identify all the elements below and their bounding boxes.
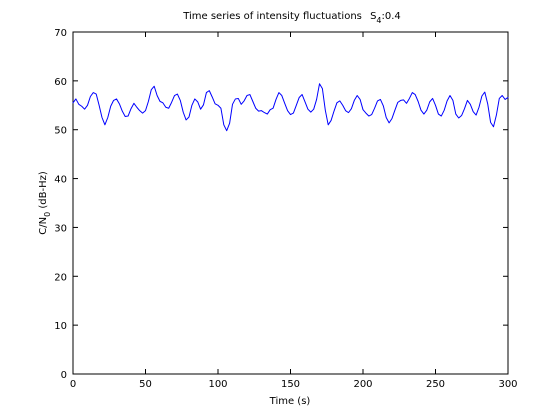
y-tick-label: 60 xyxy=(54,77,67,88)
y-tick-label: 50 xyxy=(54,126,67,137)
x-tick-label: 250 xyxy=(426,379,445,390)
plot-frame xyxy=(72,31,509,375)
x-tick-label: 100 xyxy=(208,379,227,390)
axes-layer xyxy=(72,31,509,375)
x-tick-label: 150 xyxy=(281,379,300,390)
x-tick-label: 200 xyxy=(353,379,372,390)
y-tick-label: 40 xyxy=(54,175,67,186)
y-tick-label: 10 xyxy=(54,321,67,332)
y-tick-label: 30 xyxy=(54,223,67,234)
y-tick-label: 70 xyxy=(54,28,67,39)
y-tick-label: 0 xyxy=(61,370,67,381)
x-axis-label: Time (s) xyxy=(269,396,311,407)
y-axis-label: C/N0 (dB-Hz) xyxy=(38,171,52,235)
series-layer xyxy=(72,83,509,132)
chart-title: Time series of intensity fluctuations S4… xyxy=(182,11,401,25)
series-line-0 xyxy=(72,83,509,132)
svg-text:C/N0 (dB-Hz): C/N0 (dB-Hz) xyxy=(38,171,52,235)
x-tick-label: 300 xyxy=(498,379,517,390)
y-tick-label: 20 xyxy=(54,272,67,283)
tick-layer: 0 50 100 150 200 250 300 0 10 20 30 40 50 60 70 xyxy=(54,28,517,390)
x-tick-label: 0 xyxy=(70,379,76,390)
x-tick-label: 50 xyxy=(139,379,152,390)
